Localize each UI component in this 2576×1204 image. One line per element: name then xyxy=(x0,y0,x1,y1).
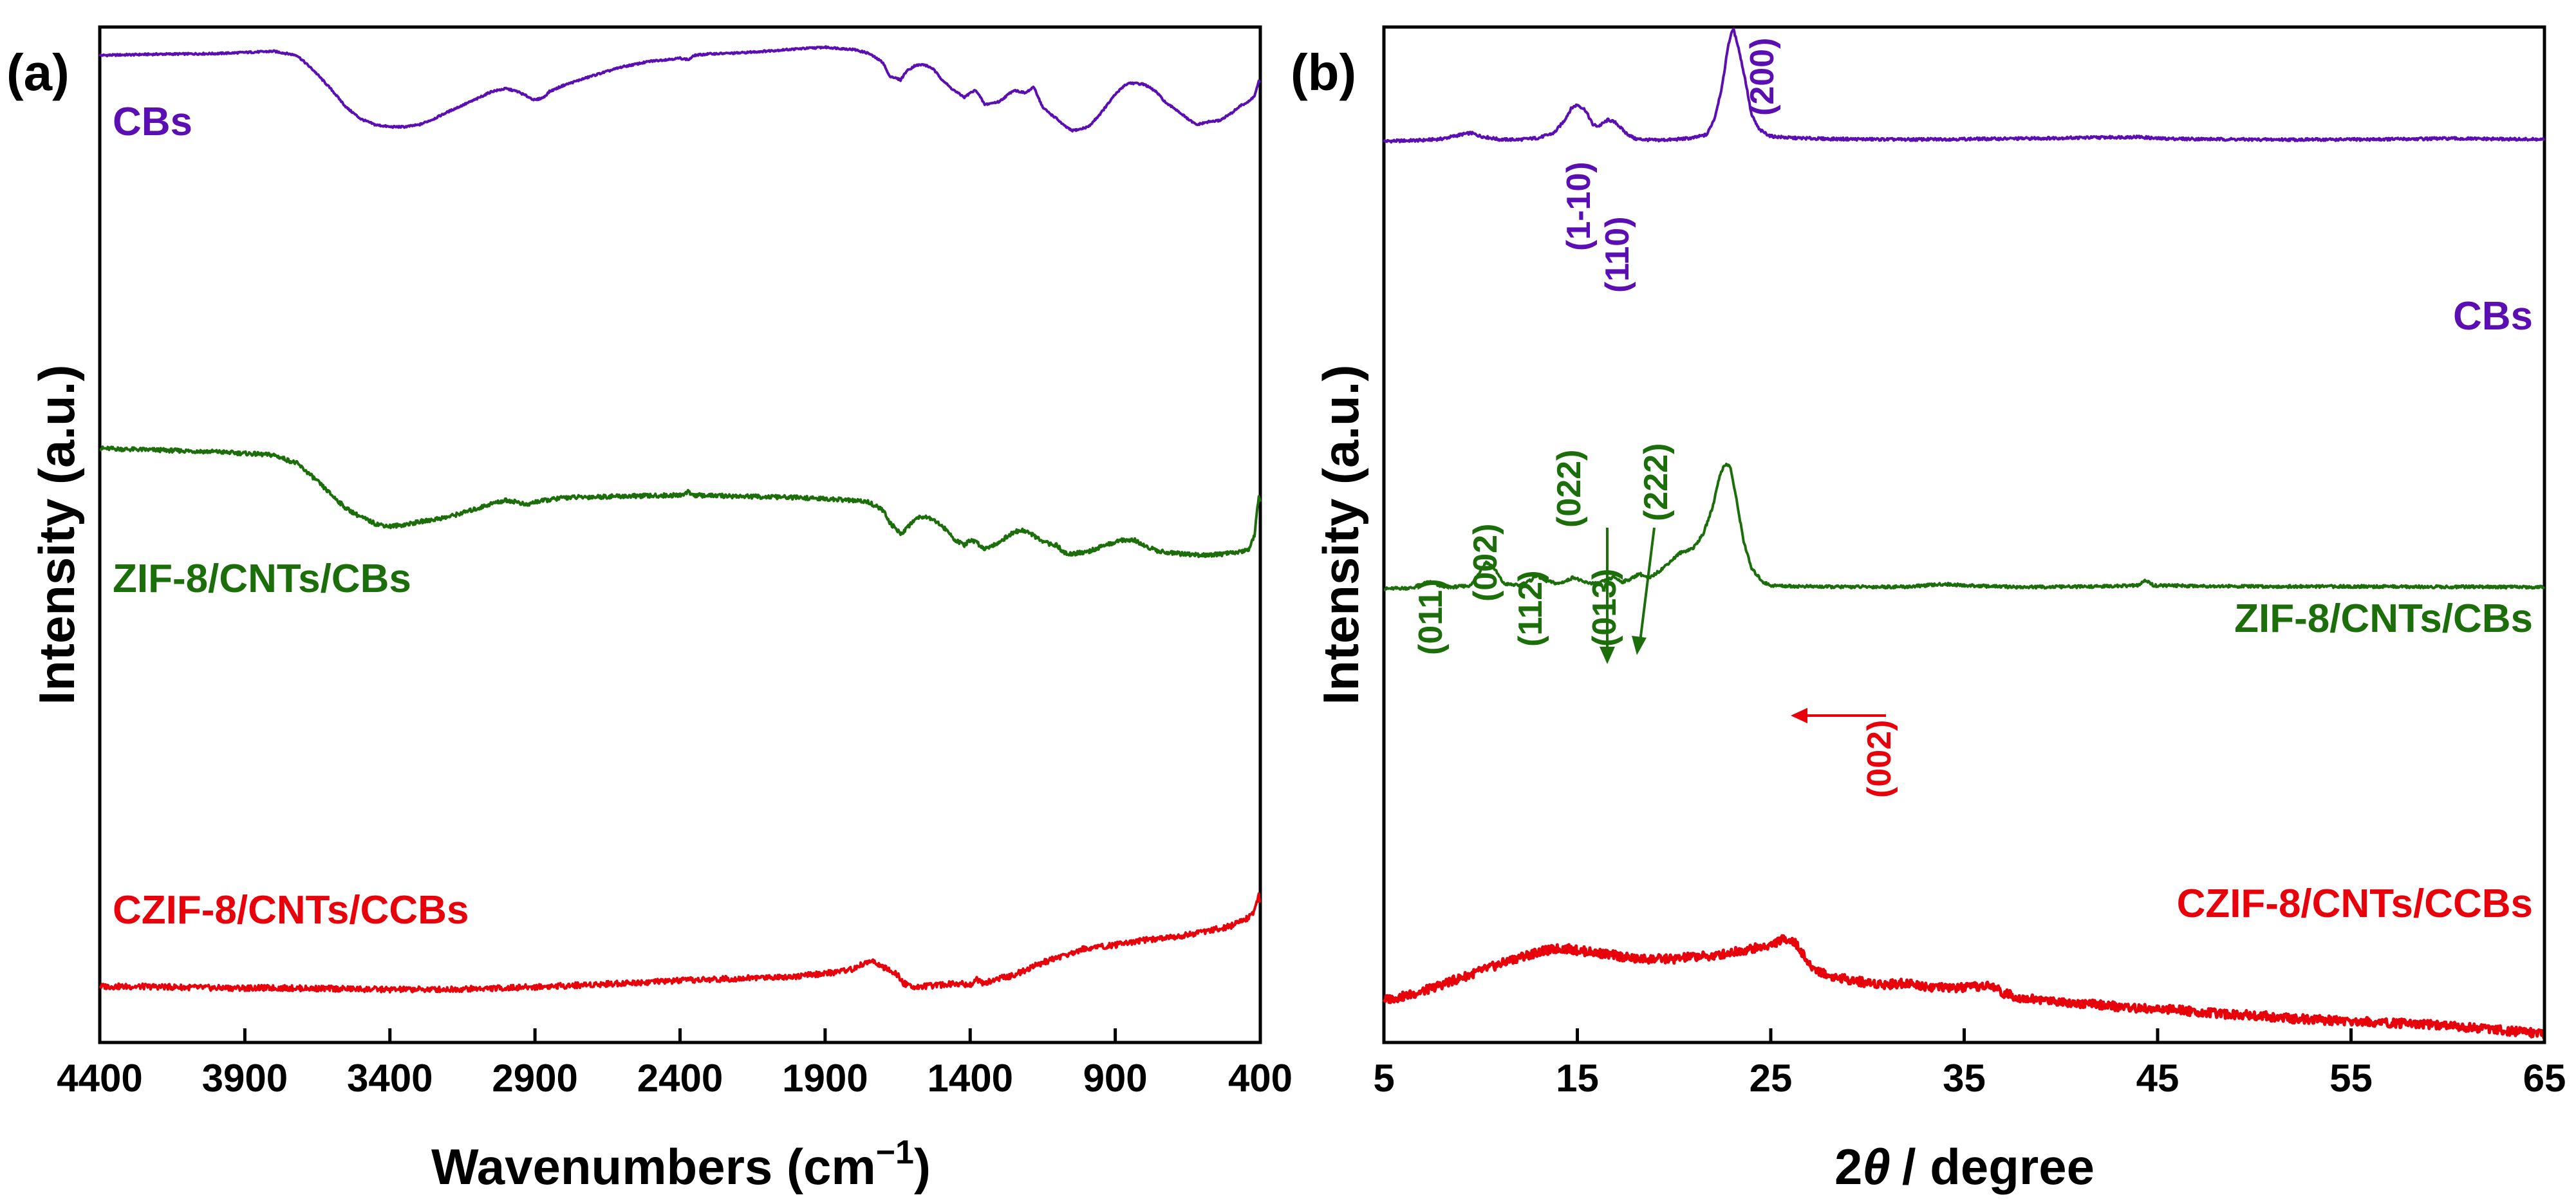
y-axis-title-a: Intensity (a.u.) xyxy=(28,365,85,705)
x-axis-title-a: Wavenumbers (cm−1) xyxy=(431,1134,931,1195)
xrd-x-ticks: 5 15 25 35 45 55 65 xyxy=(1373,1028,2566,1100)
x-tick-label-a-2: 3400 xyxy=(347,1057,433,1100)
peak-label-zif-112: (112) xyxy=(1512,570,1549,647)
arrow-head-czif-002 xyxy=(1791,708,1807,723)
peak-label-zif-222: (222) xyxy=(1638,443,1675,521)
x-tick-label-a-5: 1900 xyxy=(782,1057,868,1100)
annotation-arrows xyxy=(1600,527,1886,723)
x-axis-title-b: 2θ / degree xyxy=(1834,1138,2095,1195)
x-tick-label-b-2: 25 xyxy=(1750,1057,1793,1100)
series-line-a-3 xyxy=(98,892,1262,994)
peak-label-zif-011: (011) xyxy=(1412,579,1450,655)
ftir-x-ticks: 4400 3900 3400 2900 2400 1900 1400 900 400 xyxy=(57,1028,1293,1100)
x-tick-label-a-7: 900 xyxy=(1083,1057,1148,1100)
series-line-a-2 xyxy=(99,445,1262,559)
x-tick-label-a-6: 1400 xyxy=(928,1057,1013,1100)
series-label-cbs-a: CBs xyxy=(113,100,192,144)
series-label-zif-a: ZIF-8/CNTs/CBs xyxy=(113,557,411,601)
peak-label-czif-002: (002) xyxy=(1861,720,1898,798)
arrow-head-zif-222 xyxy=(1632,636,1647,655)
peak-label-cbs-200: (200) xyxy=(1744,38,1781,116)
series-line-b-1 xyxy=(1383,27,2546,144)
series-label-czif-b: CZIF-8/CNTs/CCBs xyxy=(2177,882,2533,926)
x-tick-label-a-1: 3900 xyxy=(202,1057,288,1100)
x-tick-label-a-8: 400 xyxy=(1228,1057,1293,1100)
peak-label-zif-013: (013) xyxy=(1586,569,1623,647)
x-tick-label-b-1: 15 xyxy=(1556,1057,1599,1100)
series-label-czif-a: CZIF-8/CNTs/CCBs xyxy=(113,888,469,932)
x-tick-label-b-3: 35 xyxy=(1943,1057,1986,1100)
x-tick-label-b-4: 45 xyxy=(2136,1057,2179,1100)
series-line-a-1 xyxy=(98,45,1262,133)
x-tick-label-a-0: 4400 xyxy=(57,1057,142,1100)
peak-label-zif-002: (002) xyxy=(1467,524,1504,602)
series-label-zif-b: ZIF-8/CNTs/CBs xyxy=(2234,597,2533,641)
x-tick-label-a-3: 2900 xyxy=(492,1057,577,1100)
panel-label-b: (b) xyxy=(1291,44,1356,101)
xrd-series-group xyxy=(1382,27,2546,1040)
arrow-zif-222 xyxy=(1638,527,1656,647)
arrow-head-zif-022 xyxy=(1600,647,1615,664)
xrd-panel: (b) 5 15 25 35 45 55 65 CBs ZIF-8/CNTs/CBs CZI… xyxy=(1291,25,2566,1195)
panel-label-a: (a) xyxy=(6,44,70,101)
peak-label-cbs-1-10: (1-10) xyxy=(1560,162,1598,251)
peak-label-cbs-110: (110) xyxy=(1599,216,1636,293)
series-line-b-2 xyxy=(1383,463,2546,592)
y-axis-title-b: Intensity (a.u.) xyxy=(1312,365,1369,705)
series-line-b-3 xyxy=(1382,934,2546,1040)
series-label-cbs-b: CBs xyxy=(2453,294,2533,338)
peak-label-zif-022: (022) xyxy=(1551,450,1588,528)
x-tick-label-b-5: 55 xyxy=(2329,1057,2373,1100)
x-tick-label-a-4: 2400 xyxy=(637,1057,723,1100)
ftir-panel: (a) 4400 3900 3400 2900 2400 1900 1400 900 400 C… xyxy=(6,25,1293,1195)
ftir-series-group xyxy=(98,45,1262,994)
x-tick-label-b-0: 5 xyxy=(1373,1057,1394,1100)
x-tick-label-b-6: 65 xyxy=(2523,1057,2566,1100)
